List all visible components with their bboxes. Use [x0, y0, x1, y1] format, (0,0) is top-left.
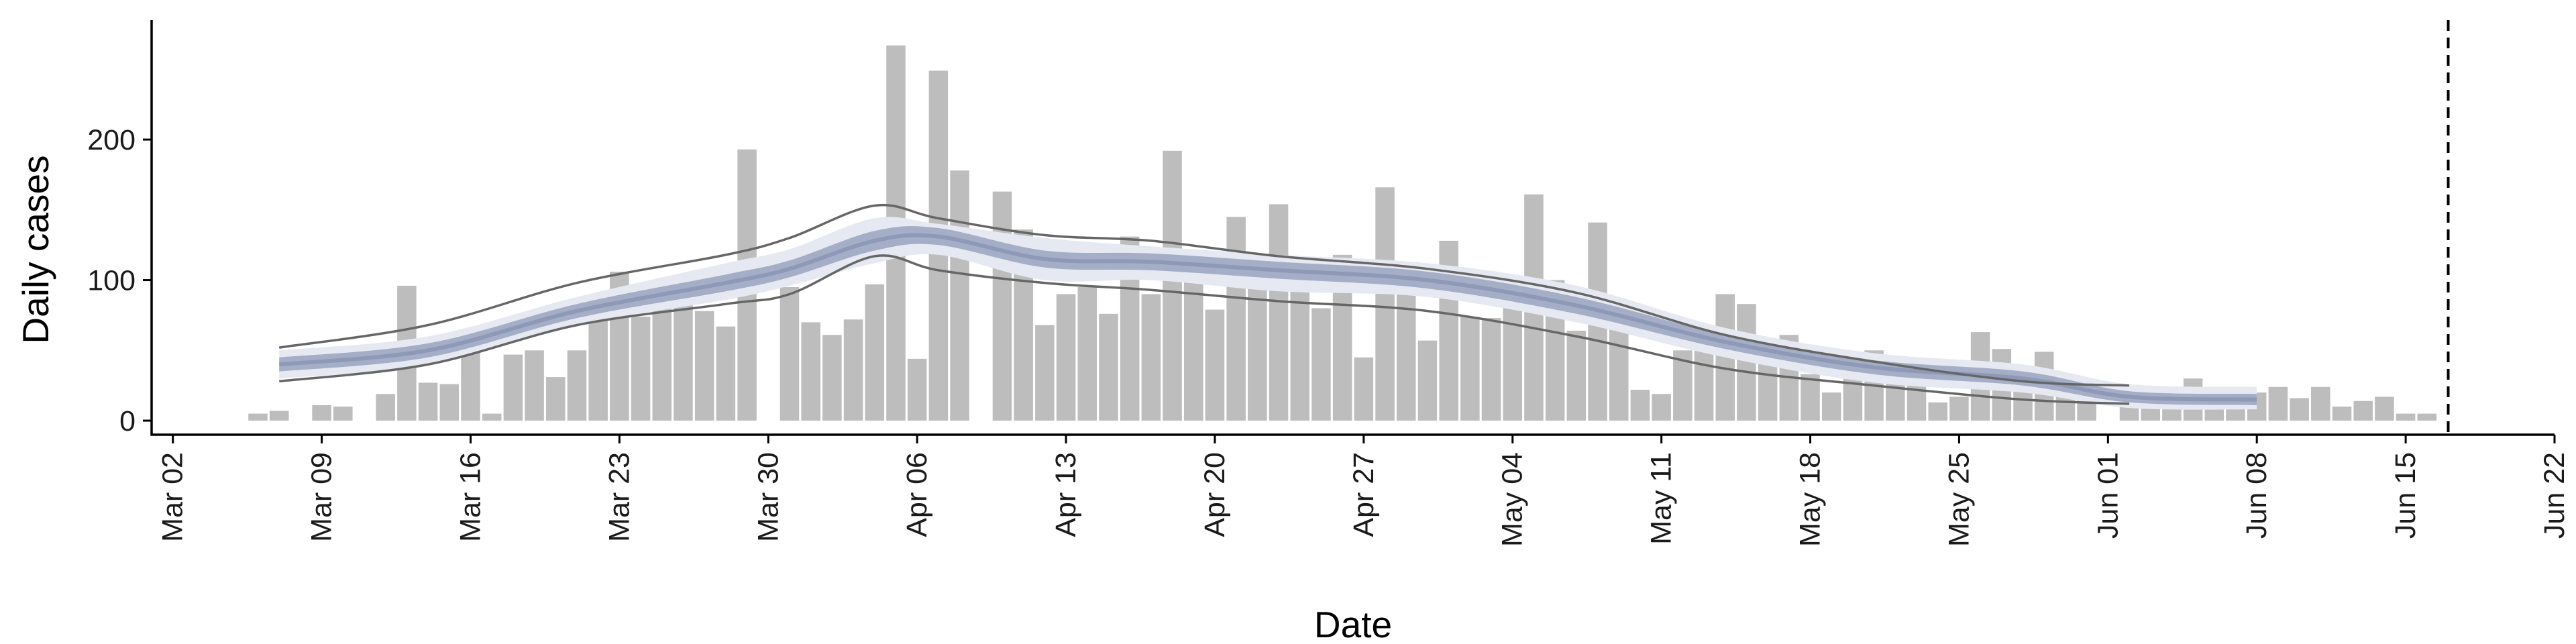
- x-axis-title: Date: [1314, 604, 1392, 644]
- bar: [1311, 308, 1331, 421]
- bar: [525, 350, 544, 421]
- bar: [333, 407, 353, 421]
- y-axis-title: Daily cases: [15, 155, 56, 343]
- bar: [418, 382, 438, 421]
- x-tick-label: Mar 30: [752, 452, 784, 542]
- bar: [1163, 150, 1182, 421]
- x-tick-label: May 25: [1943, 452, 1975, 547]
- bar: [1652, 394, 1671, 421]
- bar: [2311, 386, 2330, 421]
- bar: [694, 311, 714, 421]
- bar: [2353, 400, 2373, 421]
- bar: [1099, 313, 1118, 421]
- x-tick-label: Jun 15: [2390, 452, 2422, 539]
- bar: [248, 413, 268, 421]
- x-tick-label: Mar 09: [306, 452, 338, 542]
- median-line: [278, 233, 2257, 402]
- bar: [865, 284, 885, 421]
- bar: [1801, 374, 1820, 421]
- x-tick-label: Mar 02: [157, 452, 189, 542]
- x-tick-label: Apr 20: [1199, 452, 1231, 537]
- bar: [1205, 309, 1225, 421]
- bar: [1503, 301, 1523, 421]
- x-tick-label: Jun 01: [2092, 452, 2124, 539]
- bar: [503, 354, 523, 421]
- bar: [843, 319, 863, 421]
- x-tick-label: May 11: [1646, 452, 1678, 545]
- bar: [1396, 294, 1416, 421]
- x-tick-label: Mar 16: [455, 452, 487, 542]
- bar: [269, 411, 289, 421]
- bar: [716, 326, 736, 421]
- x-tick-label: Apr 13: [1050, 452, 1082, 537]
- bar: [2268, 386, 2288, 421]
- y-tick-label: 200: [87, 124, 136, 156]
- bar: [2290, 398, 2309, 421]
- y-tick-label: 100: [87, 265, 136, 297]
- x-tick-label: May 18: [1794, 452, 1827, 547]
- bar: [2332, 407, 2352, 421]
- x-tick-label: Jun 22: [2538, 452, 2571, 539]
- bar: [950, 170, 969, 421]
- bar: [1035, 325, 1055, 421]
- bar: [2417, 413, 2437, 421]
- trend-layer: [278, 203, 2257, 410]
- bar: [1481, 318, 1501, 421]
- bars-layer: [248, 45, 2437, 421]
- bar: [631, 317, 651, 421]
- x-tick-label: Apr 06: [901, 452, 933, 537]
- bar: [1949, 396, 1969, 421]
- bar: [801, 322, 820, 421]
- ci-upper-line: [278, 203, 2130, 387]
- bar: [1354, 357, 1374, 421]
- x-tick-label: Apr 27: [1348, 452, 1380, 537]
- bar: [1375, 187, 1395, 421]
- bar: [312, 405, 331, 421]
- bar: [1183, 276, 1203, 421]
- bar: [376, 394, 395, 421]
- x-tick-label: Mar 23: [603, 452, 635, 542]
- bar: [2375, 396, 2394, 421]
- bar: [907, 358, 927, 421]
- bar: [1694, 349, 1714, 421]
- bar: [1460, 317, 1480, 421]
- axes-layer: 0 100 200 Mar 02 Mar 09 Mar 16 Mar 23 Mar 30 Apr…: [87, 20, 2571, 547]
- bar: [1141, 294, 1161, 421]
- bar: [1821, 392, 1841, 421]
- bar: [674, 297, 693, 421]
- bar: [1417, 340, 1438, 421]
- bar: [1056, 294, 1076, 421]
- bar: [546, 377, 566, 421]
- bar: [1928, 402, 1947, 421]
- x-tick-label: May 04: [1497, 452, 1529, 547]
- ci-lower-line: [279, 254, 2130, 405]
- inner-band: [279, 226, 2257, 405]
- bar: [822, 335, 842, 421]
- bar: [1077, 287, 1097, 421]
- bar: [1269, 204, 1289, 421]
- bar: [1226, 217, 1246, 421]
- bar: [1566, 330, 1587, 421]
- bar: [567, 350, 587, 421]
- bar: [482, 413, 502, 421]
- bar: [2396, 413, 2416, 421]
- bar: [588, 321, 608, 421]
- bar: [992, 191, 1012, 421]
- bar: [1630, 389, 1650, 421]
- y-tick-label: 0: [119, 405, 136, 437]
- x-tick-label: Jun 08: [2241, 452, 2273, 539]
- bar: [439, 384, 460, 421]
- bar: [780, 287, 800, 421]
